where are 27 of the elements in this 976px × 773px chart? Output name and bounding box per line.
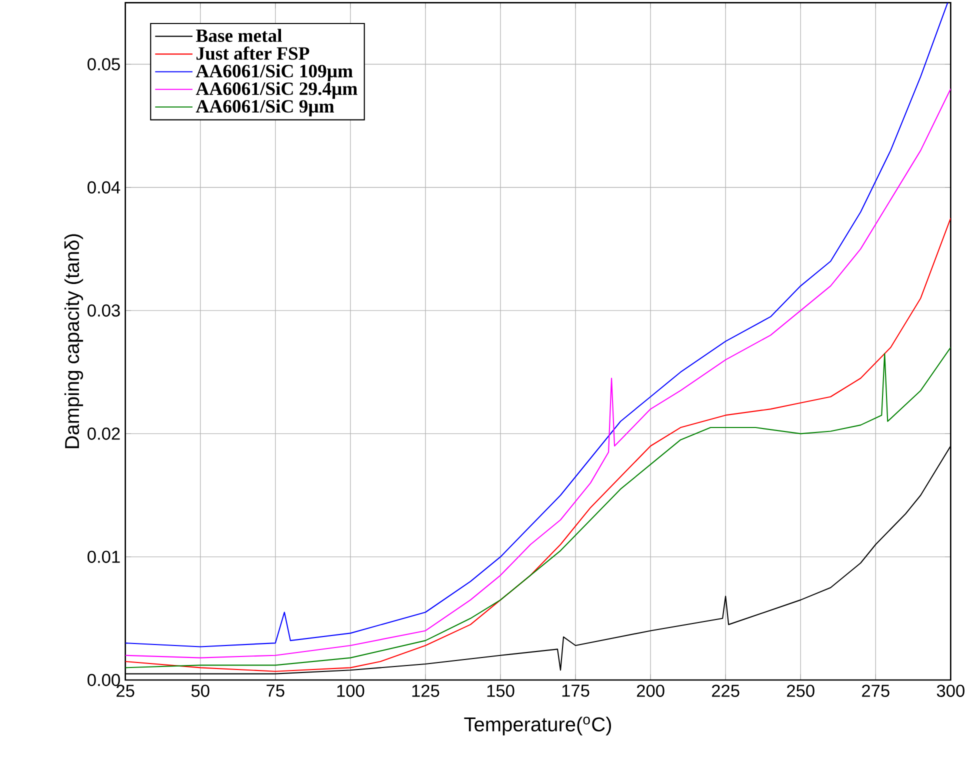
line-series xyxy=(125,217,951,672)
legend-label: AA6061/SiC 29.4μm xyxy=(196,82,358,99)
x-tick-label: 175 xyxy=(562,684,590,697)
y-tick-label: 0.05 xyxy=(88,58,120,70)
x-tick-label: 250 xyxy=(787,684,814,697)
x-axis-title: Temperature($^{o}$C) xyxy=(464,716,611,736)
y-tick-label: 0.02 xyxy=(88,427,120,440)
x-tick-label: 50 xyxy=(191,684,210,697)
legend-label: AA6061/SiC 109μm xyxy=(196,64,353,82)
legend-label: Just after FSP xyxy=(196,46,310,60)
y-tick-label: 0.01 xyxy=(88,550,120,563)
y-tick-label: 0.00 xyxy=(88,674,120,686)
y-tick-label: 0.03 xyxy=(88,304,120,317)
y-tick-label: 0.04 xyxy=(88,181,120,194)
x-tick-label: 25 xyxy=(116,684,134,697)
legend-label: AA6061/SiC 9μm xyxy=(196,99,334,116)
x-tick-label: 125 xyxy=(412,684,440,697)
x-tick-label: 100 xyxy=(337,684,364,697)
legend-label: Base metal xyxy=(196,28,282,42)
line-series xyxy=(125,346,951,668)
x-tick-label: 300 xyxy=(936,684,964,697)
x-tick-label: 225 xyxy=(712,684,740,697)
y-axis-title: Damping capacity (tanδ) xyxy=(64,234,84,448)
x-tick-label: 275 xyxy=(862,684,890,697)
x-tick-label: 150 xyxy=(487,684,514,697)
x-tick-label: 75 xyxy=(266,684,284,697)
x-tick-label: 200 xyxy=(636,684,664,697)
